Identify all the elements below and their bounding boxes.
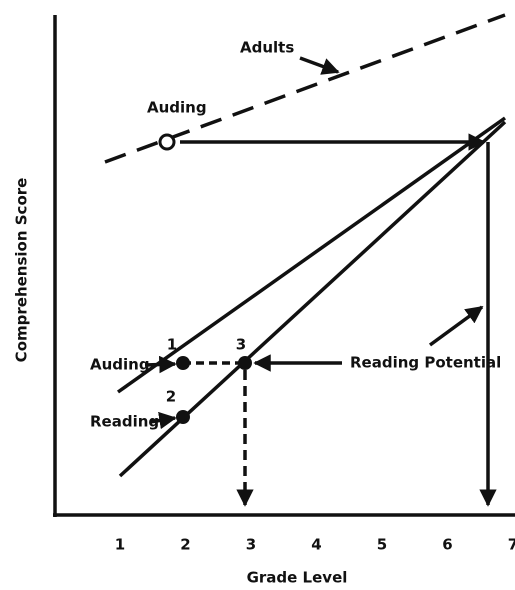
x-tick-label: 6 (442, 536, 452, 554)
x-ticks: 1 2 3 4 5 6 7 (115, 536, 515, 554)
x-tick-label: 5 (377, 536, 387, 554)
label: Reading (90, 413, 159, 431)
y-axis-label: Comprehension Score (13, 178, 31, 363)
lines (104, 13, 507, 507)
label: Reading Potential (350, 354, 501, 372)
x-tick-label: 2 (180, 536, 190, 554)
x-axis-label: Grade Level (247, 569, 348, 587)
label: 2 (166, 388, 176, 406)
x-tick-label: 4 (311, 536, 321, 554)
label: 1 (167, 336, 177, 354)
x-tick-label: 7 (508, 536, 515, 554)
axes (53, 15, 515, 517)
label: Auding (147, 99, 207, 117)
x-tick-label: 1 (115, 536, 125, 554)
label: 3 (236, 336, 246, 354)
label: Adults (240, 39, 294, 57)
x-tick-label: 3 (246, 536, 256, 554)
label: Auding (90, 356, 150, 374)
